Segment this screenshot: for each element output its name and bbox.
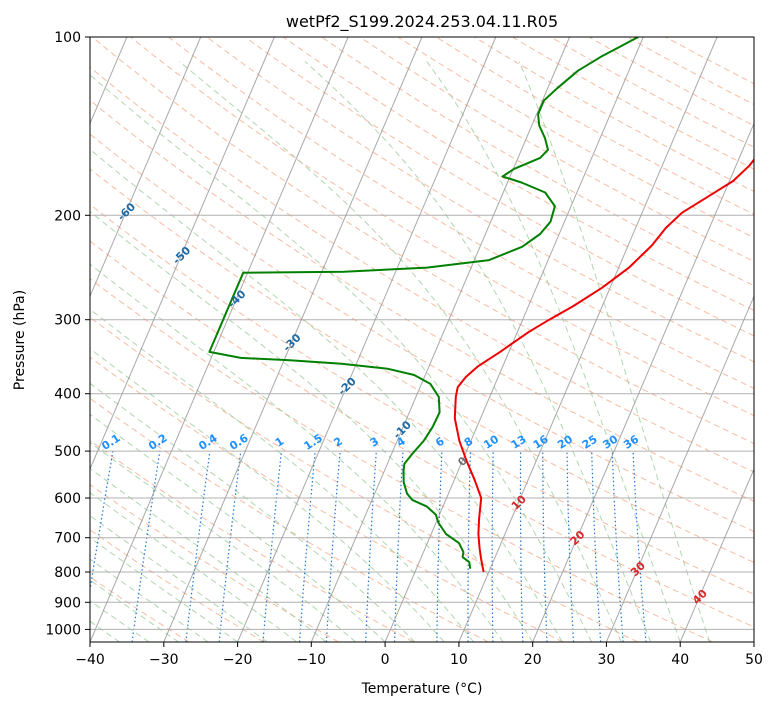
y-tick-label: 900	[54, 595, 81, 611]
dry-adiabat	[90, 168, 754, 563]
isotherm	[384, 37, 644, 642]
dry-adiabat	[90, 356, 564, 642]
pressure-gridlines	[90, 37, 754, 630]
y-tick-label: 800	[54, 565, 81, 581]
moist-adiabat	[90, 492, 297, 642]
isotherm	[605, 295, 754, 642]
dewpoint-profile-line	[208, 37, 639, 569]
mixing-ratio-line	[218, 451, 242, 642]
dry-adiabats	[90, 37, 754, 642]
mixing-ratio-line	[90, 451, 114, 594]
isotherm	[237, 37, 497, 642]
isotherm	[90, 37, 349, 642]
y-tick-label: 400	[54, 387, 81, 403]
x-tick-label: 40	[671, 652, 689, 668]
dry-adiabat	[90, 133, 754, 533]
x-tick-label: −30	[149, 652, 179, 668]
dry-adiabat	[321, 37, 754, 287]
x-tick-label: 30	[597, 652, 615, 668]
dry-adiabat	[90, 240, 754, 628]
dry-adiabat	[90, 203, 754, 595]
temperature-profile-line	[453, 158, 754, 573]
data-series	[208, 37, 754, 573]
moist-adiabat	[304, 61, 652, 642]
isotherm	[458, 37, 718, 642]
dry-adiabat	[90, 316, 639, 642]
plot-frame	[89, 36, 755, 643]
isotherms	[90, 37, 754, 642]
dry-adiabat	[168, 37, 754, 389]
x-tick-label: 50	[745, 652, 763, 668]
y-tick-label: 600	[54, 491, 81, 507]
y-axis-label: Pressure (hPa)	[12, 290, 28, 390]
moist-adiabat	[90, 600, 150, 642]
y-tick-label: 1000	[45, 622, 81, 638]
moist-adiabat	[90, 263, 504, 642]
y-tick-label: 300	[54, 313, 81, 329]
x-tick-label: −10	[297, 652, 327, 668]
moist-adiabat	[90, 382, 415, 642]
x-tick-label: 10	[450, 652, 468, 668]
moist-adiabat	[90, 210, 534, 642]
dry-adiabat	[206, 37, 754, 363]
dry-adiabat	[90, 66, 754, 473]
y-tick-label: 200	[54, 208, 81, 224]
moist-adiabat	[90, 74, 593, 642]
x-tick-label: −20	[223, 652, 253, 668]
x-axis-ticks: −40 −30 −20 −10 0 10 20 30 40 50	[75, 642, 763, 668]
y-axis-ticks: 100 200 300 400 500 600 700 800 900 1000	[45, 30, 90, 638]
moist-adiabat	[178, 61, 622, 642]
chart-title: wetPf2_S199.2024.253.04.11.R05	[286, 12, 558, 32]
y-tick-label: 700	[54, 531, 81, 547]
dry-adiabat	[244, 37, 754, 337]
isotherm	[532, 122, 754, 642]
isotherm	[679, 467, 754, 642]
mixing-ratio-line	[131, 451, 161, 642]
dry-adiabat	[90, 440, 414, 642]
dry-adiabat	[130, 37, 754, 417]
mixing-ratio-lines	[90, 451, 647, 642]
y-tick-label: 100	[54, 30, 81, 46]
moist-adiabat	[426, 61, 681, 642]
dry-adiabat	[283, 37, 754, 312]
x-tick-label: 20	[524, 652, 542, 668]
dry-adiabat	[90, 483, 339, 642]
isotherm	[90, 37, 202, 298]
x-axis-label: Temperature (°C)	[361, 681, 483, 697]
moist-adiabat	[518, 61, 711, 642]
x-tick-label: 0	[381, 652, 390, 668]
moist-adiabat	[90, 148, 563, 642]
dry-adiabat	[91, 37, 754, 444]
isotherm	[310, 37, 571, 642]
mixing-ratio-line	[185, 451, 211, 642]
x-tick-label: −40	[75, 652, 105, 668]
y-tick-label: 500	[54, 444, 81, 460]
isotherm	[163, 37, 423, 642]
isotherm	[90, 37, 275, 471]
